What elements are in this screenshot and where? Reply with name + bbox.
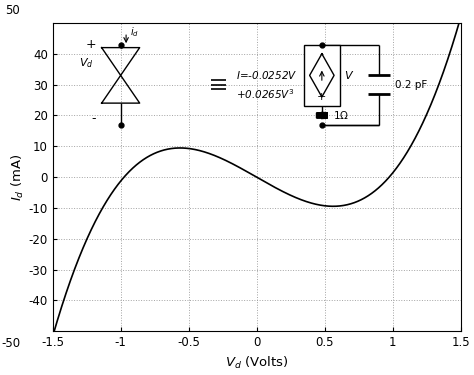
X-axis label: $V_d$ (Volts): $V_d$ (Volts): [225, 355, 288, 371]
Text: +: +: [86, 38, 96, 51]
Text: 0.2 pF: 0.2 pF: [395, 80, 428, 90]
Text: +0.0265$V^3$: +0.0265$V^3$: [236, 87, 295, 101]
Text: -: -: [91, 112, 96, 125]
Text: 1$\Omega$: 1$\Omega$: [333, 110, 349, 122]
Y-axis label: $I_d$ (mA): $I_d$ (mA): [9, 153, 26, 201]
Text: $I$=-0.0252$V$: $I$=-0.0252$V$: [236, 69, 298, 81]
Text: $i_d$: $i_d$: [130, 25, 139, 39]
Text: $V$: $V$: [344, 69, 354, 81]
Text: -50: -50: [1, 338, 20, 351]
Text: -: -: [320, 49, 324, 59]
Text: $V_d$: $V_d$: [79, 56, 93, 70]
Text: 50: 50: [5, 4, 20, 17]
Text: +: +: [317, 92, 327, 102]
Bar: [304, 45, 339, 106]
